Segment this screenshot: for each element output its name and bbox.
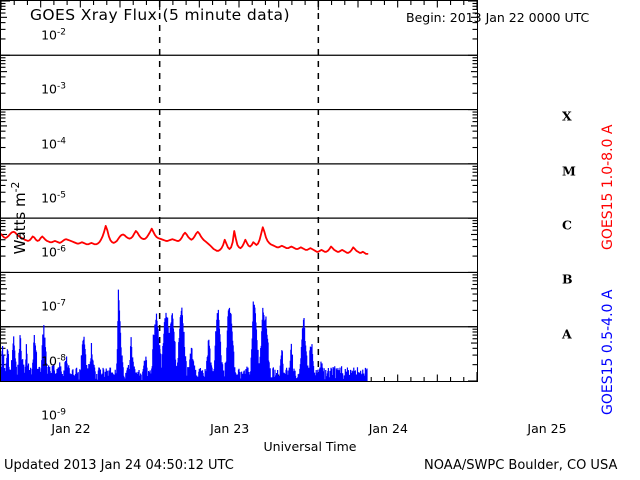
y-axis-title-text: Watts m — [11, 192, 29, 255]
flare-class-label: M — [562, 163, 576, 179]
y-axis-tick-labels: 10-2 10-3 10-4 10-5 10-6 10-7 10-8 10-9 — [0, 27, 640, 422]
flare-class-label: A — [562, 326, 572, 342]
legend-long-channel: GOES15 1.0-8.0 A — [600, 124, 616, 250]
flare-class-label: X — [562, 108, 572, 124]
y-axis-tick-label: 10-9 — [41, 407, 66, 423]
x-axis-tick-label: Jan 23 — [210, 421, 250, 436]
gridlines-group — [1, 54, 477, 328]
chart-plot-area — [0, 0, 478, 382]
chart-canvas — [1, 1, 477, 381]
page-title: GOES Xray Flux (5 minute data) — [30, 6, 290, 24]
y-axis-title-exponent: -2 — [9, 181, 22, 193]
y-axis-tick-label: 10-3 — [41, 81, 66, 97]
y-axis-title: Watts m-2 — [9, 153, 29, 283]
x-axis-tick-label: Jan 22 — [51, 421, 91, 436]
y-axis-tick-label: 10-5 — [41, 190, 66, 206]
flare-class-label: B — [562, 271, 573, 287]
x-axis-tick-label: Jan 25 — [527, 421, 567, 436]
y-axis-tick-label: 10-8 — [41, 353, 66, 369]
y-axis-tick-label: 10-6 — [41, 244, 66, 260]
legend-short-channel: GOES15 0.5-4.0 A — [600, 289, 616, 415]
series-line-long-channel — [1, 224, 369, 255]
x-axis-title: Universal Time — [263, 439, 357, 454]
series-line-short-channel — [1, 289, 368, 381]
updated-timestamp: Updated 2013 Jan 24 04:50:12 UTC — [4, 458, 234, 473]
y-axis-tick-label: 10-7 — [41, 298, 66, 314]
x-axis-tick-label: Jan 24 — [368, 421, 408, 436]
day-divider-group — [158, 1, 320, 381]
y-axis-tick-label: 10-4 — [41, 135, 66, 152]
credit-label: NOAA/SWPC Boulder, CO USA — [424, 458, 618, 473]
begin-time-label: Begin: 2013 Jan 22 0000 UTC — [406, 10, 590, 25]
flare-class-label: C — [562, 217, 572, 233]
y-axis-tick-label: 10-2 — [41, 27, 66, 43]
